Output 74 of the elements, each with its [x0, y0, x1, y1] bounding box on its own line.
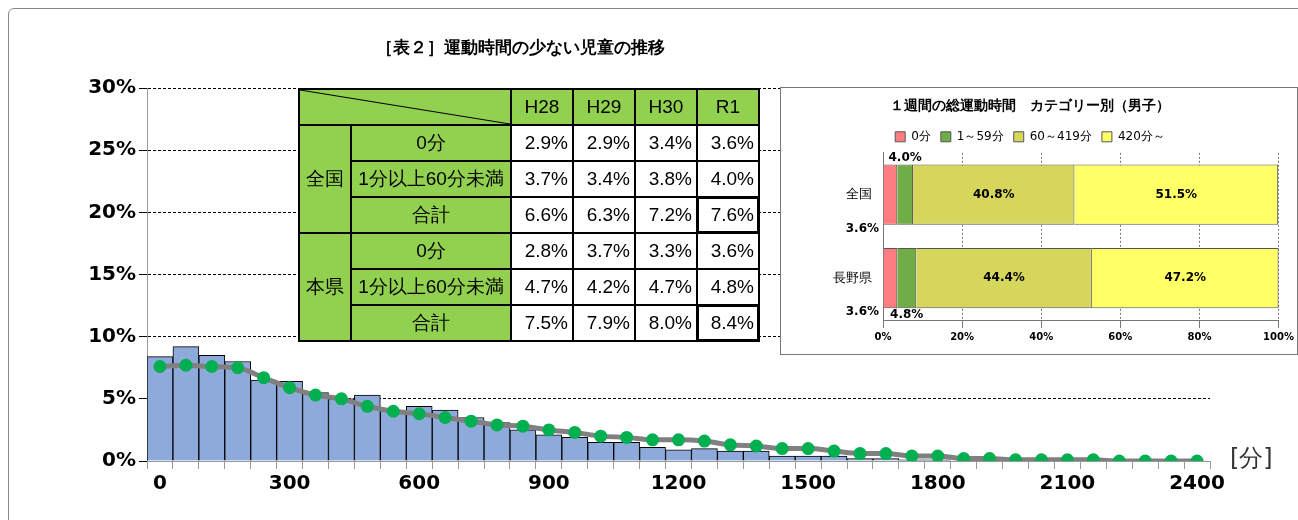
y-tick-label: 20% — [88, 198, 136, 223]
data-label: 4.0% — [888, 149, 922, 164]
x-tick-label: 1800 — [909, 470, 966, 495]
text: 4.7% — [648, 276, 692, 297]
text: 7.6% — [710, 204, 754, 225]
y-tick-label: 5% — [102, 385, 136, 410]
legend-label: 1～59分 — [956, 128, 1004, 143]
data-label: 44.4% — [983, 270, 1025, 285]
y-tick-label: 10% — [88, 322, 136, 347]
text: 7.5% — [524, 312, 568, 333]
category-label: 1分以上60分未満 — [358, 168, 504, 189]
text: 8.4% — [710, 312, 754, 333]
text: 3.7% — [524, 168, 568, 189]
y-tick-label: 15% — [88, 260, 136, 285]
text: 3.4% — [586, 168, 630, 189]
category-label: H29 — [573, 89, 635, 125]
x-tick-label: 100% — [1263, 330, 1295, 342]
data-label: 47.2% — [1164, 270, 1207, 285]
category-label: 合計 — [412, 312, 450, 333]
x-tick-label: 60% — [1108, 330, 1133, 342]
category-label: H30 — [635, 89, 697, 125]
y-tick-label: 長野県 — [833, 269, 872, 285]
x-tick-label: 600 — [398, 470, 441, 495]
text: 3.8% — [648, 168, 692, 189]
data-label: 51.5% — [1155, 186, 1198, 201]
text: 8.0% — [648, 312, 692, 333]
category-label: R1 — [697, 89, 759, 125]
text: 3.3% — [648, 240, 692, 261]
x-tick-label: 40% — [1029, 330, 1054, 342]
legend-label: 60～419分 — [1029, 128, 1092, 143]
x-tick-label: 0 — [153, 470, 167, 495]
text: 2.9% — [524, 132, 568, 153]
text: 3.6% — [710, 240, 754, 261]
text: ［表２］運動時間の少ない児童の推移 — [374, 36, 666, 59]
text: 7.2% — [648, 204, 692, 225]
text: 2.9% — [586, 132, 630, 153]
text: 3.7% — [586, 240, 630, 261]
legend-label: 0分 — [911, 128, 931, 143]
data-label: 4.8% — [890, 307, 924, 322]
x-tick-label: 2100 — [1039, 470, 1096, 495]
x-tick-label: 300 — [268, 470, 311, 495]
text: 3.4% — [648, 132, 692, 153]
data-label: 40.8% — [972, 186, 1015, 201]
category-label: 1分以上60分未満 — [358, 276, 504, 297]
data-label: 3.6% — [845, 304, 879, 319]
category-label: 0分 — [416, 132, 446, 153]
y-tick-label: 0% — [102, 447, 136, 472]
x-tick-label: 900 — [527, 470, 570, 495]
text: 4.7% — [524, 276, 568, 297]
x-tick-label: 1200 — [650, 470, 707, 495]
x-tick-label: 20% — [950, 330, 975, 342]
x-tick-label: 0% — [874, 330, 892, 342]
category-label: 合計 — [412, 204, 450, 225]
text: 4.2% — [586, 276, 630, 297]
category-label: H28 — [511, 89, 573, 125]
x-tick-label: 80% — [1187, 330, 1212, 342]
text: 4.8% — [710, 276, 754, 297]
text: 2.8% — [524, 240, 568, 261]
text: 7.9% — [586, 312, 630, 333]
annotation: 本県 — [299, 233, 351, 341]
text: 4.0% — [710, 168, 754, 189]
data-label: 3.6% — [845, 220, 879, 235]
annotation: 全国 — [299, 125, 351, 233]
text: 3.6% — [710, 132, 754, 153]
chart-title: １週間の総運動時間 カテゴリー別（男子） — [890, 97, 1170, 114]
y-tick-label: 30% — [88, 74, 136, 99]
x-axis-title: [分] — [1230, 443, 1273, 474]
text: 6.3% — [586, 204, 630, 225]
text: 6.6% — [524, 204, 568, 225]
series-label: 420分～ — [1117, 128, 1165, 143]
x-tick-label: 1500 — [780, 470, 836, 495]
category-label: 0分 — [416, 240, 446, 261]
y-tick-label: 25% — [88, 136, 136, 161]
x-tick-label: 2400 — [1169, 470, 1225, 495]
